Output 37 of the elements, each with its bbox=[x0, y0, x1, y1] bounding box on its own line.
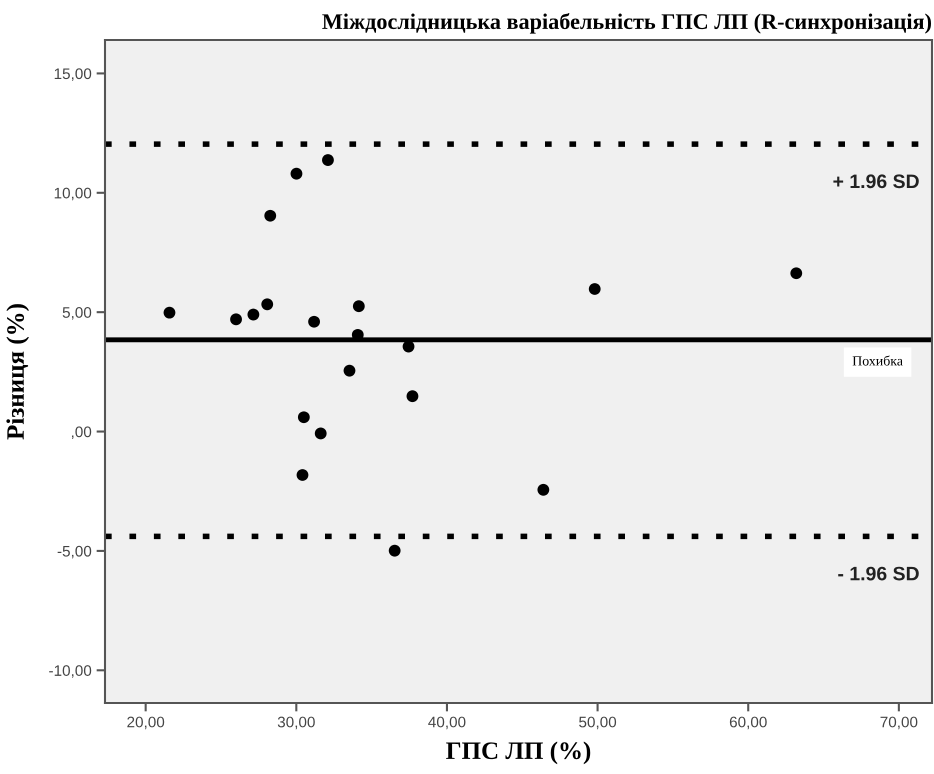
x-tick-label: 70,00 bbox=[880, 716, 918, 730]
ref-line-label: + 1.96 SD bbox=[833, 174, 919, 188]
x-tick-label: 50,00 bbox=[579, 716, 616, 730]
point bbox=[290, 168, 302, 180]
point bbox=[164, 306, 176, 319]
y-axis-title: Різниця (%) bbox=[6, 304, 30, 440]
point bbox=[402, 340, 414, 352]
point bbox=[261, 298, 274, 310]
point bbox=[296, 469, 308, 481]
chart-title: Міждослідницька варіабельність ГПС ЛП (R-синхронізація) bbox=[322, 12, 931, 34]
point bbox=[588, 283, 601, 295]
x-axis-title: ГПС ЛП (%) bbox=[446, 742, 590, 764]
point bbox=[264, 210, 276, 222]
ref-line-label: Похибка bbox=[852, 355, 903, 366]
point bbox=[388, 544, 401, 557]
y-tick-label: 5,00 bbox=[62, 307, 92, 320]
point bbox=[322, 154, 334, 166]
x-tick-label: 60,00 bbox=[730, 716, 767, 730]
point bbox=[308, 316, 320, 328]
point bbox=[790, 267, 802, 280]
point bbox=[406, 390, 418, 402]
ref-line-label: - 1.96 SD bbox=[838, 566, 919, 580]
x-tick-label: 20,00 bbox=[127, 716, 164, 730]
point bbox=[352, 300, 365, 312]
y-tick-label: 10,00 bbox=[54, 188, 92, 200]
point bbox=[537, 484, 550, 496]
y-tick-label: -5,00 bbox=[58, 546, 92, 558]
x-tick-label: 40,00 bbox=[428, 716, 466, 730]
point bbox=[230, 313, 242, 326]
x-tick-label: 30,00 bbox=[278, 716, 315, 730]
point bbox=[344, 364, 356, 377]
y-tick-label: 15,00 bbox=[54, 68, 92, 81]
point bbox=[298, 411, 310, 424]
point bbox=[314, 428, 327, 440]
y-tick-label: -10,00 bbox=[49, 665, 92, 678]
point bbox=[247, 308, 260, 320]
y-tick-label: ,00 bbox=[72, 426, 92, 440]
